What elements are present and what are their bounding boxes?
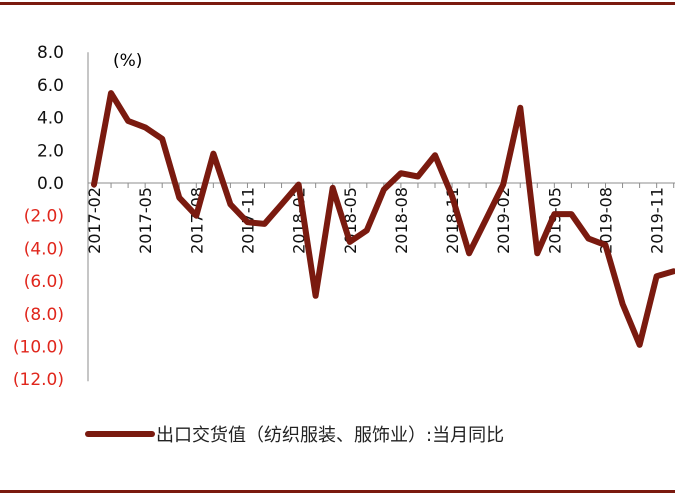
y-tick-label: (6.0) (24, 272, 64, 292)
y-tick-label: (12.0) (13, 370, 64, 390)
x-tick-label: 2017-02 (85, 187, 104, 254)
y-tick-label: (8.0) (24, 305, 64, 325)
unit-label: (%) (113, 51, 142, 71)
series-line (91, 90, 675, 348)
top-border-rule (0, 2, 675, 5)
y-tick-label: 2.0 (37, 141, 64, 161)
x-tick-label: 2019-08 (597, 187, 616, 254)
y-tick-label: 0.0 (37, 174, 64, 194)
legend: 出口交货值（纺织服装、服饰业）:当月同比 (85, 425, 504, 446)
y-tick-label: 8.0 (37, 43, 64, 63)
series-layer (91, 90, 675, 348)
bottom-border-rule (0, 490, 675, 493)
x-tick-label: 2019-11 (648, 187, 667, 254)
legend-label: 出口交货值（纺织服装、服饰业）:当月同比 (156, 425, 504, 446)
x-tick-label: 2018-08 (392, 187, 411, 254)
y-axis: 8.0 6.0 4.0 2.0 0.0 (2.0) (4.0) (6.0) (8.0) (10.0… (13, 43, 89, 390)
y-tick-label: 4.0 (37, 109, 64, 129)
y-tick-label: (2.0) (24, 207, 64, 227)
x-tick-label: 2017-05 (136, 187, 155, 254)
y-tick-label: (4.0) (24, 239, 64, 259)
y-tick-label: 6.0 (37, 76, 64, 96)
x-tick-label: 2019-02 (494, 187, 513, 254)
y-tick-label: (10.0) (13, 338, 64, 358)
